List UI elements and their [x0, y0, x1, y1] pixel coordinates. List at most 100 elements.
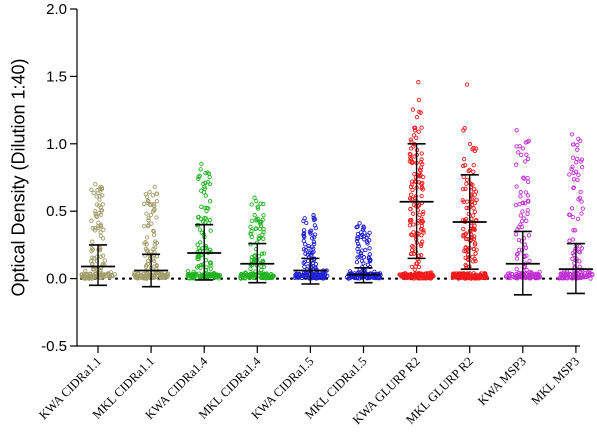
data-point — [463, 186, 468, 191]
data-point — [261, 236, 266, 241]
data-point — [143, 240, 148, 245]
data-point — [88, 271, 93, 276]
data-point — [152, 184, 157, 190]
data-point — [313, 225, 318, 231]
data-point — [293, 272, 298, 278]
data-point — [408, 152, 413, 157]
data-point — [191, 275, 196, 280]
data-point — [359, 253, 364, 258]
data-point — [483, 271, 488, 276]
data-point — [91, 256, 97, 261]
data-point — [354, 259, 360, 265]
data-point — [311, 215, 316, 220]
data-point — [524, 267, 529, 273]
data-point — [575, 216, 581, 221]
data-point — [252, 195, 257, 200]
data-point — [521, 175, 526, 180]
data-point — [161, 272, 166, 278]
data-point — [195, 242, 200, 247]
data-point — [463, 255, 468, 260]
data-point — [360, 232, 365, 238]
data-point — [186, 271, 191, 277]
data-point — [474, 247, 479, 252]
data-point — [355, 235, 360, 241]
data-point — [471, 246, 477, 252]
data-point — [418, 159, 424, 165]
data-point — [412, 267, 417, 272]
data-point — [257, 219, 263, 225]
data-point — [259, 271, 264, 276]
x-category-label: KWA MSP3 — [475, 354, 529, 408]
data-point — [451, 273, 457, 278]
data-point — [577, 264, 582, 269]
data-point — [204, 208, 209, 214]
data-point — [575, 142, 580, 148]
data-point — [196, 246, 201, 251]
data-point — [570, 164, 575, 169]
data-point — [251, 273, 256, 279]
data-point — [470, 254, 475, 260]
data-point — [525, 175, 530, 181]
data-point — [151, 275, 157, 280]
data-point — [421, 228, 426, 233]
data-point — [306, 246, 311, 251]
data-point — [522, 201, 528, 206]
data-point — [416, 80, 421, 85]
data-point — [143, 276, 148, 281]
data-point — [301, 238, 306, 244]
data-point — [570, 251, 575, 256]
data-point — [312, 275, 317, 280]
data-point — [205, 170, 210, 175]
x-category-label: MKL MSP3 — [528, 354, 582, 408]
data-point — [573, 228, 578, 233]
data-point — [403, 272, 408, 277]
data-point — [571, 185, 577, 190]
data-point — [301, 247, 307, 252]
data-point — [414, 272, 419, 278]
data-point — [151, 228, 156, 233]
data-point — [463, 262, 468, 268]
data-point — [81, 274, 86, 279]
y-tick-label: 0.5 — [46, 203, 67, 220]
data-point — [526, 233, 532, 238]
data-point — [203, 180, 208, 185]
data-point — [261, 229, 266, 235]
data-point — [363, 247, 368, 253]
data-point — [514, 162, 519, 167]
data-point — [141, 272, 146, 277]
data-point — [417, 212, 422, 218]
data-point — [259, 251, 265, 256]
data-point — [421, 174, 426, 180]
data-point — [470, 213, 476, 218]
data-point — [523, 190, 529, 195]
data-point — [211, 271, 216, 276]
data-point — [409, 182, 415, 187]
data-point — [257, 236, 262, 241]
data-point — [411, 251, 417, 256]
data-point — [580, 206, 585, 211]
data-point — [142, 223, 147, 229]
data-point — [243, 275, 248, 280]
data-point — [416, 97, 422, 103]
data-point — [261, 213, 266, 218]
data-point — [270, 274, 276, 279]
data-point — [460, 186, 466, 192]
data-point — [527, 258, 532, 264]
data-point — [205, 179, 211, 185]
data-point — [248, 224, 253, 229]
data-point — [98, 223, 104, 229]
data-point — [262, 273, 267, 279]
data-point — [89, 248, 94, 254]
data-point — [93, 182, 98, 187]
data-point — [578, 159, 583, 164]
data-point — [145, 198, 151, 204]
data-point — [261, 201, 266, 207]
data-point — [207, 260, 213, 265]
data-point — [571, 228, 576, 233]
data-point — [421, 230, 426, 235]
data-point — [197, 173, 202, 178]
data-point — [470, 194, 475, 200]
data-point — [367, 264, 373, 270]
data-point — [143, 264, 149, 269]
